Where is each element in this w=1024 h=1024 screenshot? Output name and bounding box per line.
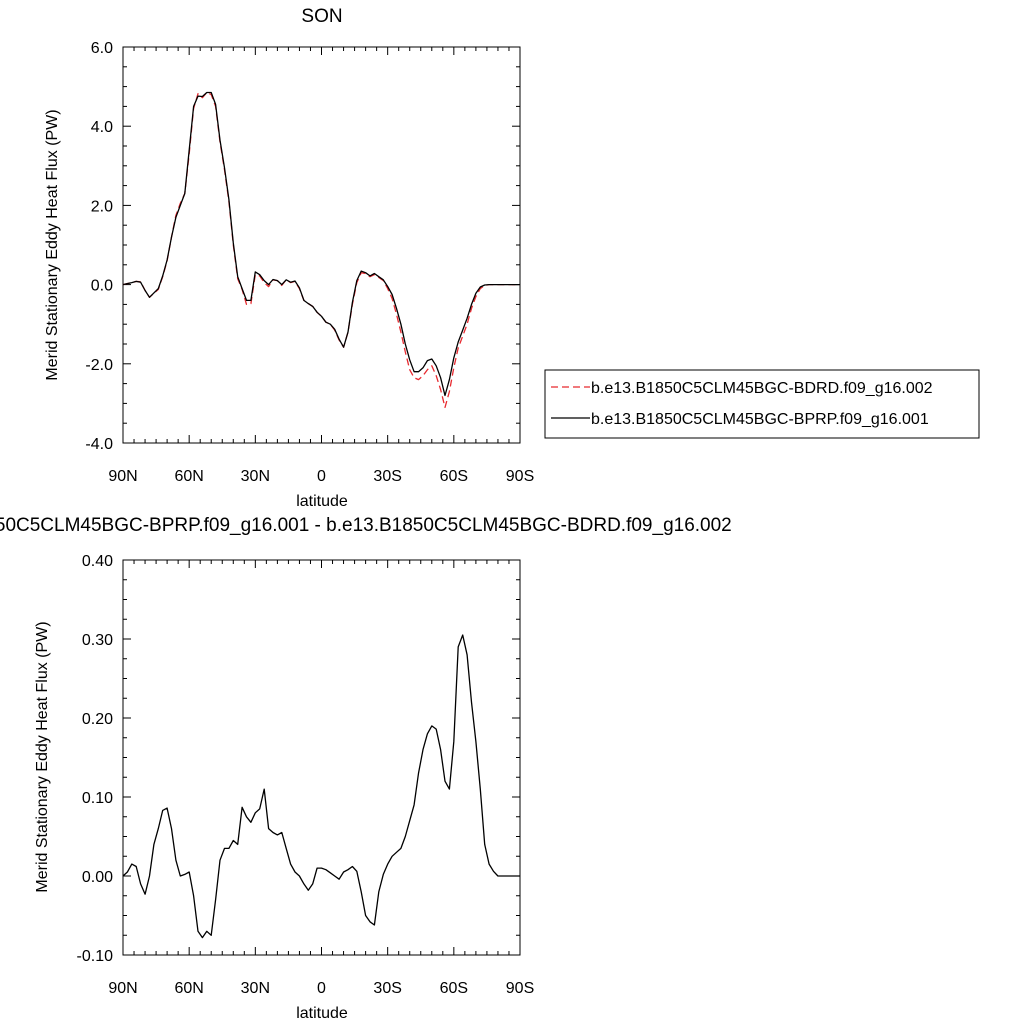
- top-xtick-label: 90N: [108, 468, 137, 485]
- top-ticks: [122, 46, 521, 444]
- bottom-ytick-label: 0.20: [82, 711, 113, 728]
- bottom-ytick-label: 0.40: [82, 553, 113, 570]
- bottom-xtick-labels: 90N 60N 30N 0 30S 60S 90S: [108, 980, 534, 997]
- top-ytick-label: -4.0: [85, 436, 113, 453]
- top-plot-frame: [122, 46, 521, 444]
- top-xtick-label: 30N: [241, 468, 270, 485]
- bottom-ytick-label: -0.10: [77, 948, 114, 965]
- legend-label-series-a: b.e13.B1850C5CLM45BGC-BDRD.f09_g16.002: [591, 380, 933, 397]
- top-ytick-label: 6.0: [91, 40, 113, 57]
- bottom-ytick-label: 0.00: [82, 869, 113, 886]
- top-series-line-0: [122, 91, 520, 409]
- bottom-ytick-label: 0.30: [82, 632, 113, 649]
- top-ytick-labels: 6.0 4.0 2.0 0.0 -2.0 -4.0: [85, 40, 113, 453]
- top-panel: SON 6.0 4.0 2.0 0.0 -2.0 -4.0 90N 60N 30N 0 30S 60…: [44, 6, 534, 510]
- bottom-xtick-label: 60N: [174, 980, 203, 997]
- bottom-ytick-labels: 0.40 0.30 0.20 0.10 0.00 -0.10: [77, 553, 114, 965]
- top-ytick-label: 2.0: [91, 198, 113, 215]
- bottom-x-axis-label: latitude: [296, 1005, 348, 1022]
- top-x-axis-label: latitude: [296, 493, 348, 510]
- top-ytick-label: 4.0: [91, 119, 113, 136]
- top-xtick-label: 30S: [373, 468, 401, 485]
- bottom-xtick-label: 30S: [373, 980, 401, 997]
- top-series: [122, 91, 520, 409]
- bottom-xtick-label: 90S: [506, 980, 534, 997]
- legend-label-series-b: b.e13.B1850C5CLM45BGC-BPRP.f09_g16.001: [591, 411, 929, 428]
- top-xtick-label: 90S: [506, 468, 534, 485]
- top-chart-title: SON: [301, 6, 342, 27]
- top-xtick-label: 60N: [174, 468, 203, 485]
- bottom-chart-title: b.e13.B1850C5CLM45BGC-BPRP.f09_g16.001 -…: [0, 515, 732, 536]
- top-series-line-1: [122, 91, 520, 397]
- top-y-axis-label: Merid Stationary Eddy Heat Flux (PW): [44, 109, 61, 380]
- bottom-plot-frame: [122, 559, 521, 956]
- bottom-panel: b.e13.B1850C5CLM45BGC-BPRP.f09_g16.001 -…: [0, 515, 732, 1022]
- bottom-xtick-label: 90N: [108, 980, 137, 997]
- bottom-ytick-label: 0.10: [82, 790, 113, 807]
- top-xtick-label: 0: [317, 468, 326, 485]
- bottom-ticks: [122, 559, 521, 956]
- top-xtick-labels: 90N 60N 30N 0 30S 60S 90S: [108, 468, 534, 485]
- top-ytick-label: -2.0: [85, 357, 113, 374]
- bottom-xtick-label: 0: [317, 980, 326, 997]
- bottom-y-axis-label: Merid Stationary Eddy Heat Flux (PW): [34, 621, 51, 892]
- legend: b.e13.B1850C5CLM45BGC-BDRD.f09_g16.002 b…: [544, 369, 980, 439]
- top-ytick-label: 0.0: [91, 278, 113, 295]
- bottom-series-line-0: [122, 634, 520, 939]
- top-xtick-label: 60S: [440, 468, 468, 485]
- bottom-xtick-label: 30N: [241, 980, 270, 997]
- legend-box: [544, 369, 980, 439]
- bottom-series: [122, 634, 520, 939]
- bottom-xtick-label: 60S: [440, 980, 468, 997]
